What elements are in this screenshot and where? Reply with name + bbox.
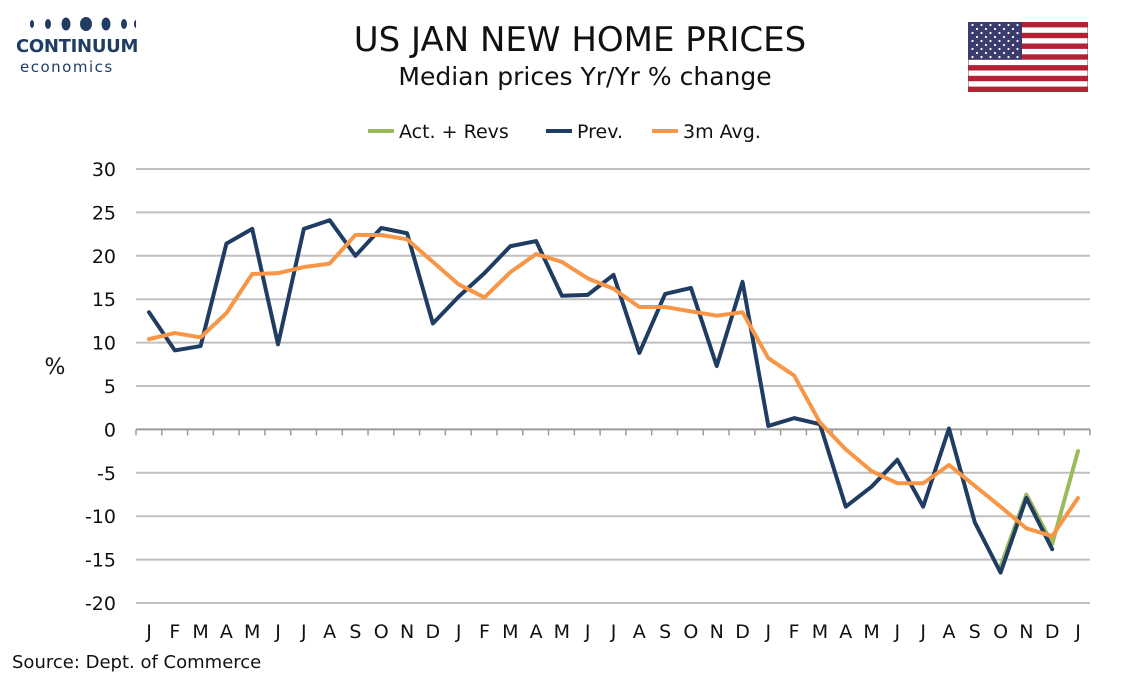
y-tick-label: 15 [92,289,116,311]
x-tick-label: A [323,621,336,643]
x-tick-label: F [169,621,180,643]
x-tick-label: J [274,621,281,643]
source-note: Source: Dept. of Commerce [12,652,262,673]
x-tick-label: J [1074,621,1081,643]
x-tick-label: M [554,621,570,643]
logo-dots-icon [30,17,136,31]
y-tick-label: 25 [92,202,116,224]
x-tick-label: M [192,621,208,643]
x-tick-label: J [765,621,772,643]
x-tick-label: O [374,621,389,643]
x-tick-label: M [244,621,260,643]
logo-name: CONTINUUM [16,36,139,57]
x-tick-label: F [789,621,800,643]
y-tick-label: 30 [92,159,116,181]
legend-label: 3m Avg. [683,121,761,143]
x-tick-label: J [455,621,462,643]
continuum-economics-logo: CONTINUUM economics [12,14,142,76]
gridlines [135,168,1091,604]
y-tick-label: 20 [92,246,116,268]
y-tick-label: -20 [85,593,116,615]
x-tick-label: A [839,621,852,643]
y-axis-label: % [45,355,66,380]
x-tick-label: J [145,621,152,643]
x-tick-label: M [502,621,518,643]
legend: Act. + Revs Prev. 3m Avg. [368,121,761,143]
y-tick-label: 0 [104,419,116,441]
x-tick-label: N [400,621,414,643]
x-tick-label: J [300,621,307,643]
chart-title: US JAN NEW HOME PRICES [353,20,807,60]
legend-label: Prev. [577,121,623,143]
x-tick-label: O [993,621,1008,643]
y-tick-label: -10 [85,506,116,528]
x-tick-label: N [710,621,724,643]
us-flag-icon [968,22,1088,92]
x-tick-label: M [863,621,879,643]
x-tick-label: N [1019,621,1033,643]
legend-label: Act. + Revs [399,121,509,143]
x-tick-label: J [610,621,617,643]
x-tick-label: O [683,621,698,643]
x-tick-label: J [584,621,591,643]
x-tick-label: D [426,621,441,643]
x-tick-label: A [942,621,955,643]
x-tick-label: D [1045,621,1060,643]
series-3m-avg-line [147,232,1080,539]
x-tick-label: D [735,621,750,643]
chart-subtitle: Median prices Yr/Yr % change [398,62,772,91]
x-tick-label: J [894,621,901,643]
y-tick-label: -15 [85,550,116,572]
x-tick-label: A [220,621,233,643]
y-tick-label: 5 [104,376,116,398]
x-tick-label: A [633,621,646,643]
x-tick-label: S [349,621,361,643]
x-tick-label: F [479,621,490,643]
x-tick-label: J [919,621,926,643]
y-axis-ticks: 30 25 20 15 10 5 0 -5 -10 -15 -20 [85,159,116,615]
series-lines [147,218,1080,575]
x-tick-label: S [659,621,671,643]
x-tick-label: M [812,621,828,643]
y-tick-label: 10 [92,333,116,355]
series-actual-revs-line [998,449,1080,569]
logo-subtitle: economics [20,58,114,76]
x-tick-label: S [969,621,981,643]
x-tick-label: A [530,621,543,643]
y-tick-label: -5 [97,463,116,485]
